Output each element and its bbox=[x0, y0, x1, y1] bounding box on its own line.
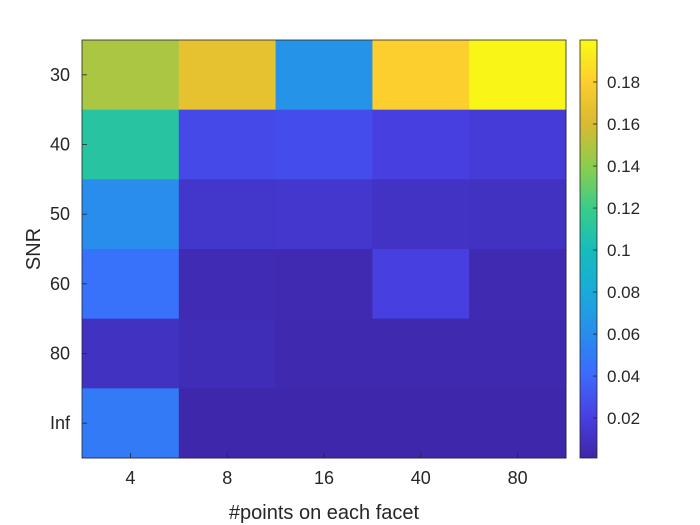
heatmap-cell-80-16 bbox=[275, 318, 373, 389]
heatmap-cell-30-16 bbox=[275, 40, 373, 111]
y-axis-ticks: 30 40 50 60 80 Inf bbox=[50, 65, 87, 433]
heatmap-cell-40-4 bbox=[82, 109, 180, 180]
heatmap-cell-50-4 bbox=[82, 179, 180, 250]
heatmap-cell-40-40 bbox=[372, 109, 470, 180]
heatmap-cell-30-80 bbox=[469, 40, 567, 111]
heatmap-cell-Inf-4 bbox=[82, 388, 180, 459]
y-tick-label: 50 bbox=[50, 204, 70, 224]
heatmap-cell-60-80 bbox=[469, 249, 567, 320]
heatmap-cell-80-8 bbox=[178, 318, 277, 389]
colorbar-tick-label: 0.04 bbox=[607, 367, 640, 386]
colorbar-tick-label: 0.06 bbox=[607, 325, 640, 344]
x-tick-label: 4 bbox=[125, 468, 135, 488]
colorbar-tick-label: 0.14 bbox=[607, 157, 640, 176]
heatmap-cell-80-80 bbox=[469, 318, 567, 389]
heatmap-cell-30-40 bbox=[372, 40, 470, 111]
heatmap-cell-60-8 bbox=[178, 249, 277, 320]
heatmap-cell-50-16 bbox=[275, 179, 373, 250]
x-tick-label: 40 bbox=[411, 468, 431, 488]
heatmap-cell-80-4 bbox=[82, 318, 180, 389]
heatmap-cell-60-40 bbox=[372, 249, 470, 320]
heatmap-cell-50-40 bbox=[372, 179, 470, 250]
heatmap-cell-Inf-8 bbox=[178, 388, 277, 459]
x-tick-label: 8 bbox=[222, 468, 232, 488]
heatmap-cell-80-40 bbox=[372, 318, 470, 389]
y-tick-label: 40 bbox=[50, 135, 70, 155]
colorbar-tick-label: 0.18 bbox=[607, 73, 640, 92]
colorbar-ticks: 0.02 0.04 0.06 0.08 0.1 0.12 0.14 0.16 0.18 bbox=[593, 73, 640, 428]
heatmap-cell-60-16 bbox=[275, 249, 373, 320]
colorbar-tick-label: 0.12 bbox=[607, 199, 640, 218]
y-axis-label: SNR bbox=[23, 228, 45, 270]
heatmap-cell-40-80 bbox=[469, 109, 567, 180]
colorbar-tick-label: 0.1 bbox=[607, 241, 631, 260]
colorbar-tick-label: 0.02 bbox=[607, 409, 640, 428]
heatmap-cell-Inf-16 bbox=[275, 388, 373, 459]
x-tick-label: 80 bbox=[508, 468, 528, 488]
heatmap-cell-60-4 bbox=[82, 249, 180, 320]
heatmap-cell-30-8 bbox=[178, 40, 277, 111]
heatmap-cell-50-80 bbox=[469, 179, 567, 250]
x-tick-label: 16 bbox=[314, 468, 334, 488]
y-tick-label: Inf bbox=[50, 413, 71, 433]
heatmap-cell-50-8 bbox=[178, 179, 277, 250]
y-tick-label: 80 bbox=[50, 344, 70, 364]
colorbar bbox=[579, 39, 598, 459]
heatmap-cells bbox=[82, 40, 567, 459]
y-tick-label: 30 bbox=[50, 65, 70, 85]
colorbar-tick-label: 0.16 bbox=[607, 115, 640, 134]
y-tick-label: 60 bbox=[50, 274, 70, 294]
x-axis-label: #points on each facet bbox=[229, 502, 420, 524]
heatmap-cell-30-4 bbox=[82, 40, 180, 111]
heatmap-cell-40-8 bbox=[178, 109, 277, 180]
x-axis-ticks: 4 8 16 40 80 bbox=[125, 453, 528, 488]
heatmap-cell-Inf-80 bbox=[469, 388, 567, 459]
heatmap-cell-40-16 bbox=[275, 109, 373, 180]
colorbar-tick-label: 0.08 bbox=[607, 283, 640, 302]
heatmap-cell-Inf-40 bbox=[372, 388, 470, 459]
